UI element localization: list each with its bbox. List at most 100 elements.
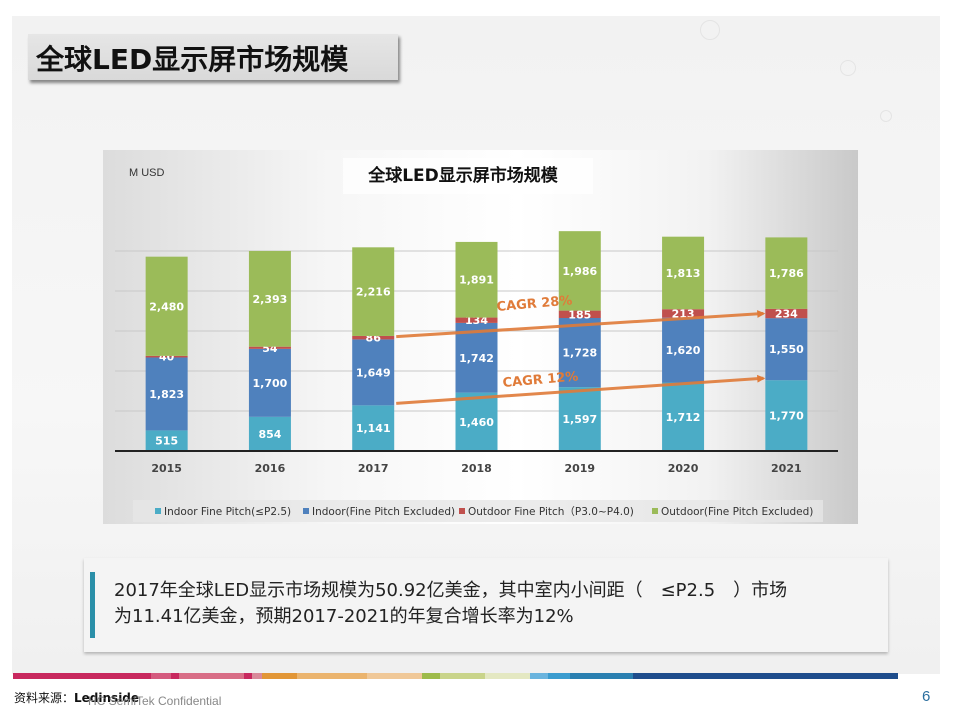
bar-segment <box>558 387 601 451</box>
bar-segment <box>145 430 188 451</box>
cagr-arrow-head <box>757 310 766 318</box>
summary-text: 2017年全球LED显示市场规模为50.92亿美金，其中室内小间距（ ≤P2.5… <box>114 578 874 630</box>
bar-segment <box>558 318 601 388</box>
bar-segment <box>145 355 188 358</box>
legend-label: Indoor(Fine Pitch Excluded) <box>312 506 455 518</box>
summary-line-1: 2017年全球LED显示市场规模为50.92亿美金，其中室内小间距（ ≤P2.5… <box>114 580 788 601</box>
data-label: 1,460 <box>459 416 494 429</box>
cagr-label: CAGR 28% <box>496 293 573 315</box>
bar-segment <box>145 256 188 356</box>
bar-segment <box>558 310 601 318</box>
slide-title: 全球LED显示屏市场规模 <box>36 43 349 76</box>
circuit-decoration <box>700 20 720 40</box>
bar-segment <box>248 416 291 451</box>
legend-label: Outdoor(Fine Pitch Excluded) <box>661 506 813 518</box>
x-tick-label: 2016 <box>255 462 286 475</box>
footer-stripe-segment <box>367 673 422 679</box>
footer-stripe-segment <box>548 673 570 679</box>
data-label: 515 <box>155 435 178 448</box>
x-tick-label: 2018 <box>461 462 492 475</box>
x-tick-label: 2017 <box>358 462 389 475</box>
legend-swatch <box>652 508 658 514</box>
data-label: 2,393 <box>253 293 288 306</box>
legend-swatch <box>155 508 161 514</box>
data-label: 1,986 <box>562 265 597 278</box>
footer-stripe-segment <box>262 673 297 679</box>
footer-stripe-segment <box>530 673 548 679</box>
bar-segment <box>352 247 395 336</box>
data-label: 185 <box>568 308 591 321</box>
bar-segment <box>455 322 498 393</box>
legend-swatch <box>303 508 309 514</box>
cagr-arrow-line <box>396 312 764 339</box>
bar-segment <box>352 339 395 406</box>
bar-segment <box>662 317 705 383</box>
bar-segment <box>455 317 498 323</box>
bar-segment <box>455 392 498 451</box>
summary-accent-bar <box>90 572 95 638</box>
unit-label: M USD <box>129 167 165 179</box>
x-tick-label: 2020 <box>668 462 699 475</box>
confidential-label: HC SemiTek Confidential <box>88 694 222 708</box>
page-number: 6 <box>922 688 931 705</box>
data-label: 1,712 <box>666 411 701 424</box>
footer-stripe-segment <box>151 673 171 679</box>
footer-stripe-segment <box>297 673 367 679</box>
summary-line-2: 为11.41亿美金，预期2017-2021的年复合增长率为12% <box>114 606 574 627</box>
bar-segment <box>248 348 291 417</box>
data-label: 234 <box>775 308 798 321</box>
bar-segment <box>352 335 395 340</box>
data-label: 1,700 <box>253 377 288 390</box>
data-label: 1,891 <box>459 274 494 287</box>
stacked-bar-chart: M USD 全球LED显示屏市场规模5151,823402,48020158541… <box>115 158 838 522</box>
circuit-decoration <box>840 60 856 76</box>
bar-segment <box>145 357 188 431</box>
circuit-decoration <box>880 110 892 122</box>
data-label: 854 <box>258 428 281 441</box>
cagr-label: CAGR 12% <box>502 369 579 391</box>
bar-segment <box>765 237 808 309</box>
footer-stripe-segment <box>633 673 898 679</box>
footer-stripe-segment <box>485 673 530 679</box>
x-tick-label: 2019 <box>564 462 595 475</box>
cagr-arrow-head <box>757 374 766 383</box>
chart-title-background <box>343 158 593 194</box>
source-value: Ledinside <box>74 691 140 705</box>
slide-title-box <box>28 34 398 80</box>
data-label: 1,728 <box>562 347 597 360</box>
bar-segment <box>558 231 601 311</box>
x-tick-label: 2021 <box>771 462 802 475</box>
chart-title: 全球LED显示屏市场规模 <box>367 165 559 186</box>
data-label: 1,620 <box>666 344 701 357</box>
bar-segment <box>765 380 808 451</box>
source-citation: 资料来源：Ledinside <box>14 689 139 706</box>
data-label: 1,649 <box>356 366 391 379</box>
bar-segment <box>662 309 705 318</box>
bar-segment <box>662 382 705 451</box>
data-label: 1,786 <box>769 267 804 280</box>
footer-stripe-segment <box>244 673 252 679</box>
legend-background <box>133 500 823 522</box>
data-label: 1,597 <box>562 413 597 426</box>
bar-segment <box>765 318 808 381</box>
x-tick-label: 2015 <box>151 462 182 475</box>
data-label: 1,141 <box>356 422 391 435</box>
legend-swatch <box>459 508 465 514</box>
bar-segment <box>352 405 395 451</box>
data-label: 1,823 <box>149 388 184 401</box>
bar-segment <box>248 250 291 347</box>
legend-label: Outdoor Fine Pitch（P3.0~P4.0) <box>468 506 634 518</box>
bar-segment <box>248 346 291 349</box>
chart-container: M USD 全球LED显示屏市场规模 515 1,823 40 2,480 2015 854 1… <box>103 150 858 524</box>
legend-label: Indoor Fine Pitch(≤P2.5) <box>164 506 291 518</box>
footer-stripe-segment <box>179 673 244 679</box>
cagr-arrow-line <box>396 376 764 405</box>
summary-box <box>84 558 888 652</box>
footer-stripe-segment <box>440 673 485 679</box>
data-label: 1,550 <box>769 343 804 356</box>
bar-segment <box>662 236 705 310</box>
data-label: 2,480 <box>149 300 184 313</box>
data-label: 1,813 <box>666 267 701 280</box>
data-label: 1,770 <box>769 410 804 423</box>
footer-stripe-segment <box>171 673 179 679</box>
